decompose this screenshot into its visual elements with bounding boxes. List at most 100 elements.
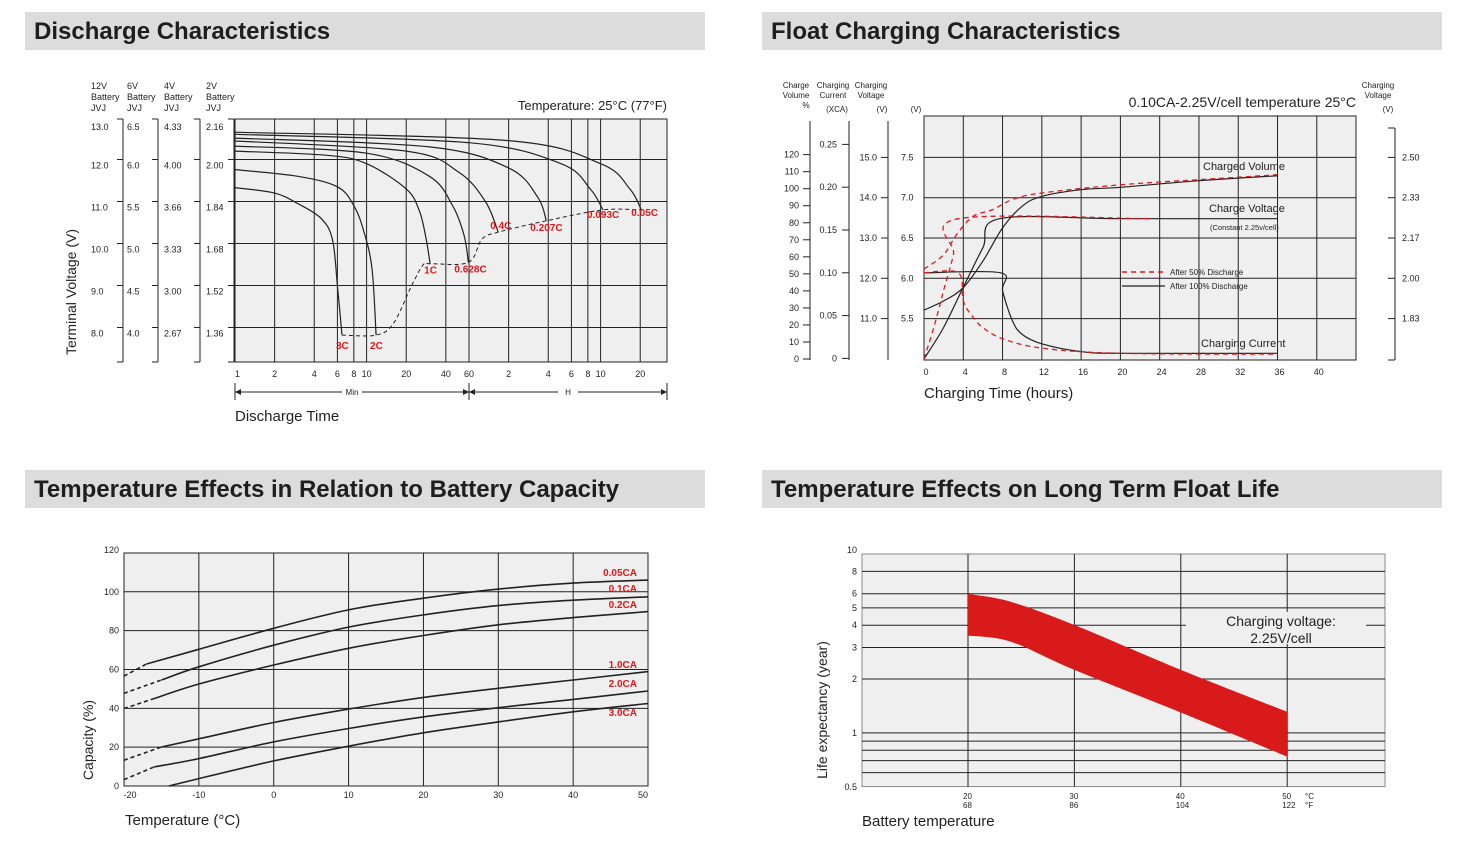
x-tick-label: 10 xyxy=(344,790,354,800)
scale-header: 2V xyxy=(206,81,217,91)
scale-tick-label: 4.0 xyxy=(127,329,140,339)
curve-label-0.05C: 0.05C xyxy=(631,208,658,219)
curve-charged_volume_pct-50pct xyxy=(923,174,1278,270)
scale-tick-label: 3.00 xyxy=(164,287,182,297)
scale-tick-label: 1.84 xyxy=(206,203,224,213)
x-axis-title: Discharge Time xyxy=(235,408,339,425)
scale-tick-label: 6.0 xyxy=(127,161,140,171)
scale-tick-label: 13.0 xyxy=(91,122,109,132)
scale-tick-label: 8.0 xyxy=(91,329,104,339)
x-tick-label: 0 xyxy=(271,790,276,800)
axis-header: % xyxy=(802,101,809,110)
x-tick-label: 8 xyxy=(351,369,356,379)
x-tick-label: 4 xyxy=(963,367,968,377)
axis-header: Charging xyxy=(1362,81,1394,90)
volume-tick-label: 120 xyxy=(784,150,799,160)
curve-label-0.093C: 0.093C xyxy=(587,210,619,221)
axis-header: Voltage xyxy=(1365,91,1392,100)
scale-header: Battery xyxy=(91,92,120,102)
x-tick-label-celsius: 30 xyxy=(1069,792,1078,801)
x-tick-label: 20 xyxy=(418,790,428,800)
axis-header: (V) xyxy=(877,105,888,114)
x-tick-label-fahrenheit: 68 xyxy=(963,801,972,810)
x-tick-label: 8 xyxy=(1002,367,1007,377)
x-axis-title: Charging Time (hours) xyxy=(924,385,1073,402)
discharge-curve-1C xyxy=(234,150,431,264)
y-tick-label: 40 xyxy=(109,703,119,713)
x-tick-label: 40 xyxy=(1314,367,1324,377)
capacity-curve-2.0CA xyxy=(153,690,649,768)
axis-header: Current xyxy=(820,91,847,100)
scale-tick-label: 9.0 xyxy=(91,287,104,297)
x-tick-label: -10 xyxy=(192,790,205,800)
scale-tick-label: 4.5 xyxy=(127,287,140,297)
x-tick-label: 2 xyxy=(272,369,277,379)
volume-tick-label: 100 xyxy=(784,184,799,194)
x-tick-label: 24 xyxy=(1157,367,1167,377)
axis-header: Charging xyxy=(817,81,849,90)
x-tick-label: 1 xyxy=(235,369,240,379)
scale-tick-label: 6.5 xyxy=(127,122,140,132)
capacity-curve-3.0CA xyxy=(168,702,649,787)
voltage-cell-tick-label: 1.83 xyxy=(1402,314,1420,324)
scale-tick-label: 2.67 xyxy=(164,329,182,339)
volume-tick-label: 40 xyxy=(789,286,799,296)
plot-area xyxy=(234,118,668,363)
x-span-label: H xyxy=(565,388,571,397)
x-tick-label: 4 xyxy=(312,369,317,379)
curve-label-0.628C: 0.628C xyxy=(454,264,486,275)
curve-label-charging-current: Charging Current xyxy=(1201,338,1285,350)
volume-tick-label: 90 xyxy=(789,201,799,211)
x-tick-label: 2 xyxy=(506,369,511,379)
y-tick-label: 80 xyxy=(109,626,119,636)
current-tick-label: 0.20 xyxy=(819,182,837,192)
capacity-curve-0.1CA xyxy=(161,596,649,681)
x-tick-label: -20 xyxy=(123,790,136,800)
section-title: Discharge Characteristics xyxy=(34,18,330,45)
x-tick-label-fahrenheit: 86 xyxy=(1069,801,1078,810)
y-tick-label: 0 xyxy=(114,781,119,791)
x-tick-label: 4 xyxy=(546,369,551,379)
y-tick-label: 1 xyxy=(852,728,857,738)
curve-label-charge-voltage: Charge Voltage xyxy=(1209,203,1285,215)
curve-label-charged-volume: Charged Volume xyxy=(1203,161,1285,173)
y-axis-title: Terminal Voltage (V) xyxy=(63,229,79,355)
axis-header: (XCA) xyxy=(826,105,848,114)
section-title: Temperature Effects on Long Term Float L… xyxy=(771,476,1280,503)
legend-label: After 100% Discharge xyxy=(1170,282,1248,291)
curve-label-2.0CA: 2.0CA xyxy=(609,679,637,690)
scale-tick-label: 1.36 xyxy=(206,329,224,339)
legend-label: After 50% Discharge xyxy=(1170,268,1244,277)
discharge-curve-0.207C xyxy=(234,137,547,222)
voltage-6v-tick-label: 6.0 xyxy=(901,273,914,283)
x-tick-label: 28 xyxy=(1196,367,1206,377)
x-tick-label: 20 xyxy=(635,369,645,379)
current-tick-label: 0 xyxy=(832,353,837,363)
y-tick-label: 120 xyxy=(104,545,119,555)
discharge-curve-2C xyxy=(234,169,377,336)
scale-tick-label: 4.33 xyxy=(164,122,182,132)
x-tick-label-fahrenheit: 104 xyxy=(1176,801,1190,810)
capacity-curve-1.0CA xyxy=(161,670,649,748)
scale-tick-label: 2.16 xyxy=(206,122,224,132)
scale-tick-label: 11.0 xyxy=(91,203,108,213)
x-tick-label: 10 xyxy=(362,369,372,379)
discharge-curve-0.093C xyxy=(234,133,604,211)
scale-tick-label: 3.66 xyxy=(164,203,182,213)
section-header-bar xyxy=(762,470,1442,508)
axis-header: Charge xyxy=(783,81,810,90)
voltage-cell-tick-label: 2.00 xyxy=(1402,273,1420,283)
voltage-cell-tick-label: 2.50 xyxy=(1402,152,1420,162)
axis-header: Charging xyxy=(855,81,887,90)
y-tick-label: 2 xyxy=(852,674,857,684)
y-tick-label: 4 xyxy=(852,620,857,630)
current-tick-label: 0.10 xyxy=(819,268,837,278)
axis-header: Voltage xyxy=(858,91,885,100)
curve-charging_current_CA-100pct xyxy=(923,270,1278,354)
x-tick-label: 10 xyxy=(596,369,606,379)
end-voltage-dashed-line xyxy=(341,208,642,337)
y-tick-label: 8 xyxy=(852,566,857,576)
current-tick-label: 0.05 xyxy=(819,311,837,321)
volume-tick-label: 10 xyxy=(789,337,799,347)
